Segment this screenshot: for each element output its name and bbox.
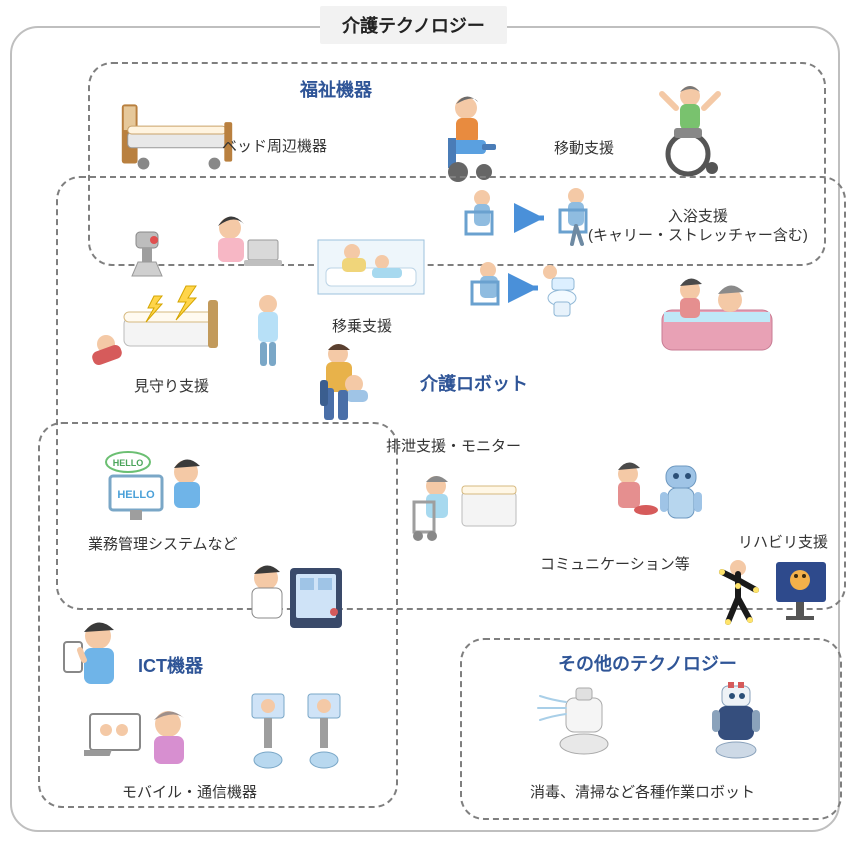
svg-text:HELLO: HELLO <box>117 489 155 501</box>
sensor-robot-icon <box>120 228 174 282</box>
section-robots-title: 介護ロボット <box>420 370 528 396</box>
toilet-monitor-icon <box>392 462 522 558</box>
rehab-motion-screen-icon <box>712 556 830 634</box>
label-work-mgmt: 業務管理システムなど <box>88 536 238 555</box>
video-call-elder-icon <box>84 700 200 780</box>
label-bed-peripherals: ベッド周辺機器 <box>222 138 327 157</box>
svg-text:HELLO: HELLO <box>113 458 144 468</box>
power-wheelchair-icon <box>428 90 508 184</box>
transfer-on-bed-icon <box>312 222 430 312</box>
smartphone-user-icon <box>54 616 132 706</box>
wheelchair-user-icon <box>646 78 732 178</box>
tablet-control-icon <box>238 558 348 646</box>
label-excretion-monitor: 排泄支援・モニター <box>386 438 521 457</box>
disinfection-spray-robot-icon <box>532 680 628 760</box>
care-bed-icon <box>108 92 246 174</box>
patrol-robot-icon <box>700 680 772 762</box>
diagram-stage: 介護テクノロジー 福祉機器 ベッド周辺機器 移動支援 <box>0 0 853 841</box>
caregiver-laptop-icon <box>204 212 286 280</box>
label-transfer-support: 移乗支援 <box>332 318 392 337</box>
label-bathing-support: 入浴支援 (キャリー・ストレッチャー含む) <box>588 208 808 246</box>
section-ict-title: ICT機器 <box>138 652 203 678</box>
page-title: 介護テクノロジー <box>320 6 507 44</box>
humanoid-helper-robot-icon <box>600 456 712 544</box>
label-rehab-support: リハビリ支援 <box>738 534 828 553</box>
section-other-title: その他のテクノロジー <box>558 650 737 676</box>
toilet-assist-icon <box>466 258 586 324</box>
nurse-person-icon <box>246 292 290 374</box>
label-communication: コミュニケーション等 <box>540 556 690 575</box>
bathtub-assist-icon <box>652 264 782 360</box>
label-mobility-support: 移動支援 <box>554 140 614 159</box>
label-cleaning-robots: 消毒、清掃など各種作業ロボット <box>530 784 755 803</box>
hello-terminal-icon: HELLO HELLO <box>104 448 214 526</box>
label-mobile-comm: モバイル・通信機器 <box>122 784 257 803</box>
twin-telepresence-robots-icon <box>244 688 348 778</box>
label-monitoring: 見守り支援 <box>134 378 209 397</box>
bed-alert-icon <box>84 278 234 374</box>
section-welfare-title: 福祉機器 <box>300 76 372 102</box>
